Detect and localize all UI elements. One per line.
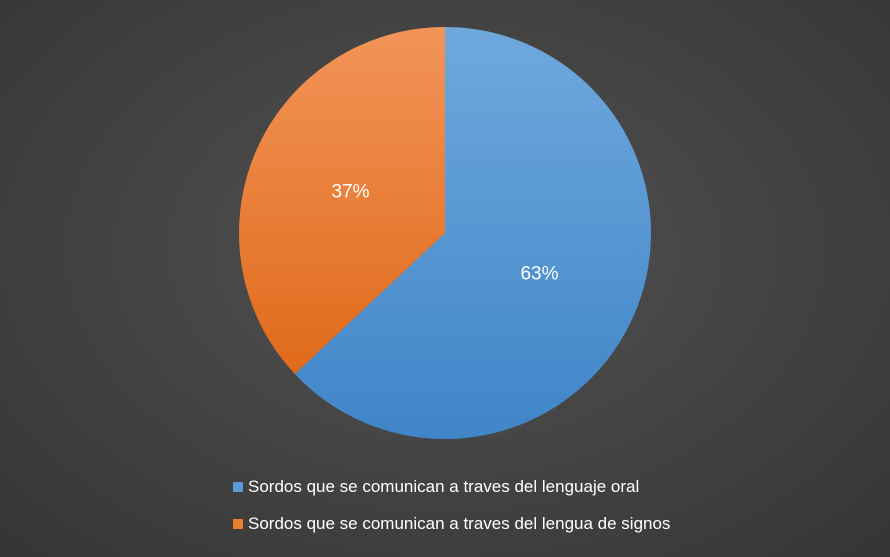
- data-label-signos: 37%: [331, 182, 369, 203]
- data-label-oral: 63%: [520, 263, 558, 284]
- legend-item-signos: Sordos que se comunican a traves del len…: [233, 513, 670, 535]
- pie-slice-signos: [238, 27, 445, 375]
- legend-label-signos: Sordos que se comunican a traves del len…: [248, 514, 671, 533]
- legend-swatch-oral: [233, 482, 243, 492]
- legend-swatch-signos: [233, 519, 243, 529]
- legend: Sordos que se comunican a traves del len…: [233, 476, 670, 550]
- legend-label-oral: Sordos que se comunican a traves del len…: [248, 477, 640, 496]
- pie-data-labels: 63% 37%: [331, 182, 558, 285]
- legend-item-oral: Sordos que se comunican a traves del len…: [233, 476, 670, 498]
- pie-slice-oral: [294, 27, 651, 439]
- pie-slices: [238, 27, 651, 439]
